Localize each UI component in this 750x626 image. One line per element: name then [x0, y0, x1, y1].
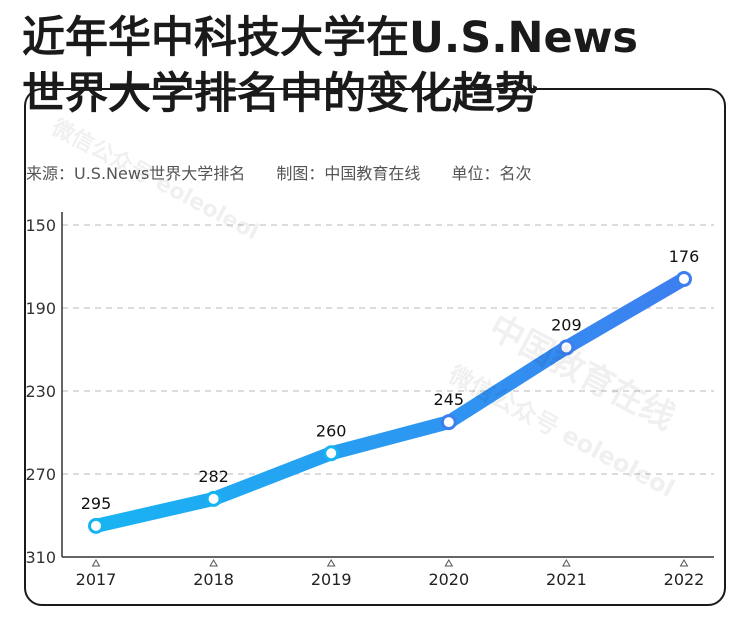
data-point — [558, 339, 575, 356]
unit-text: 单位：名次 — [451, 164, 532, 183]
x-tick-label: 2017 — [76, 570, 117, 589]
x-tick-label: 2022 — [664, 570, 705, 589]
chart-meta: 来源：U.S.News世界大学排名 制图：中国教育在线 单位：名次 — [26, 160, 558, 184]
x-tick-label: 2020 — [428, 570, 469, 589]
data-label: 176 — [669, 247, 700, 266]
frame-mask — [18, 80, 708, 200]
data-point — [205, 490, 222, 507]
x-tick-marker — [562, 559, 571, 567]
y-tick-label: 190 — [25, 299, 56, 318]
x-tick-marker — [679, 559, 689, 567]
chart-title-line-1: 近年华中科技大学在U.S.News — [22, 13, 639, 63]
chart-title-line-2: 世界大学排名中的变化趋势 — [22, 69, 538, 119]
y-tick-label: 150 — [25, 216, 56, 235]
data-point — [676, 270, 692, 287]
x-tick-label: 2018 — [193, 570, 234, 589]
x-tick-label: 2021 — [546, 570, 587, 589]
y-tick-label: 270 — [25, 465, 56, 484]
data-label: 209 — [551, 315, 582, 334]
y-tick-label: 310 — [25, 548, 56, 567]
data-label: 245 — [434, 390, 465, 409]
y-tick-label: 230 — [25, 382, 56, 401]
maker-text: 制图：中国教育在线 — [276, 164, 421, 183]
source-text: 来源：U.S.News世界大学排名 — [26, 164, 246, 183]
data-point — [440, 414, 457, 431]
series-line — [89, 271, 691, 533]
data-point — [88, 517, 104, 534]
data-label: 295 — [81, 494, 112, 513]
x-tick-label: 2019 — [311, 570, 352, 589]
x-tick-marker — [91, 559, 101, 567]
x-tick-marker — [444, 559, 454, 567]
data-label: 260 — [316, 421, 347, 440]
chart-title: 近年华中科技大学在U.S.News 世界大学排名中的变化趋势 — [22, 10, 742, 122]
x-tick-marker — [209, 559, 218, 567]
x-tick-marker — [326, 559, 336, 567]
data-label: 282 — [198, 467, 229, 486]
data-point — [323, 445, 340, 462]
